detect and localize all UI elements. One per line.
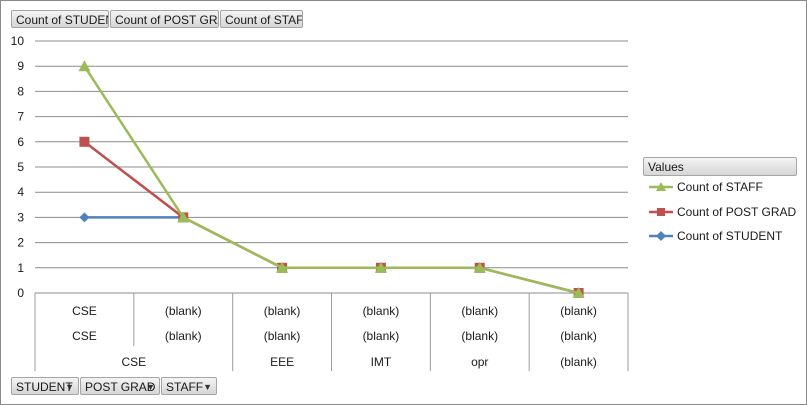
- x-group-label-staff: CSE: [121, 355, 146, 369]
- x-category-label-post-grad: (blank): [165, 329, 202, 343]
- y-tick-label: 9: [17, 59, 24, 73]
- field-button-label: Count of STAFF: [225, 13, 303, 27]
- legend-label: Count of STUDENT: [677, 229, 783, 243]
- legend-label: Count of STAFF: [677, 180, 763, 194]
- x-category-label-post-grad: (blank): [560, 329, 597, 343]
- y-tick-label: 4: [17, 185, 24, 199]
- y-tick-label: 5: [17, 160, 24, 174]
- data-point-triangle: [78, 60, 91, 72]
- axis-field-label: STUDENT: [16, 380, 73, 394]
- legend-label: Count of POST GRAD: [677, 205, 797, 219]
- axis-field-button-student[interactable]: STUDENT ▼: [11, 377, 79, 395]
- field-button-count-of-post-grad[interactable]: Count of POST GRAD: [110, 10, 219, 28]
- square-marker-icon: [649, 208, 673, 216]
- x-category-label-student: (blank): [560, 304, 597, 318]
- y-tick-label: 6: [17, 135, 24, 149]
- field-button-label: Count of STUDENT: [16, 13, 108, 27]
- series-count-of-staff: [78, 60, 585, 298]
- field-button-count-of-student[interactable]: Count of STUDENT: [11, 10, 109, 28]
- legend-values-button[interactable]: Values: [643, 157, 797, 176]
- dropdown-arrow-icon[interactable]: ▼: [65, 382, 74, 392]
- axis-field-label: STAFF: [166, 380, 204, 394]
- series-layer: [78, 60, 585, 298]
- data-point-triangle: [572, 287, 585, 298]
- y-tick-label: 7: [17, 110, 24, 124]
- x-axis: CSE CSE (blank) (blank) (blank) (blank) (blank…: [34, 293, 629, 371]
- x-category-label-post-grad: (blank): [264, 329, 301, 343]
- y-tick-label: 10: [11, 34, 25, 48]
- y-tick-label: 1: [17, 261, 24, 275]
- data-point-triangle: [374, 261, 387, 273]
- data-point-square: [79, 136, 90, 147]
- x-category-label-student: (blank): [461, 304, 498, 318]
- x-category-label-post-grad: CSE: [72, 329, 97, 343]
- field-button-label: Count of POST GRAD: [115, 13, 218, 27]
- dropdown-arrow-icon[interactable]: ▼: [146, 382, 155, 392]
- x-category-label-student: (blank): [363, 304, 400, 318]
- dropdown-arrow-icon[interactable]: ▼: [203, 382, 212, 392]
- x-group-label-staff: IMT: [371, 355, 392, 369]
- x-category-label-post-grad: (blank): [461, 329, 498, 343]
- axis-field-label: POST GRAD: [85, 380, 156, 394]
- data-point-triangle: [473, 261, 486, 273]
- y-tick-label: 8: [17, 84, 24, 98]
- data-point-triangle: [276, 261, 289, 273]
- x-group-label-staff: EEE: [270, 355, 294, 369]
- field-button-count-of-staff[interactable]: Count of STAFF: [220, 10, 303, 28]
- x-category-label-student: (blank): [165, 304, 202, 318]
- diamond-marker-icon: [649, 231, 673, 241]
- x-category-label-student: (blank): [264, 304, 301, 318]
- axis-field-button-post-grad[interactable]: POST GRAD ▼: [80, 377, 160, 395]
- x-category-label-student: CSE: [72, 304, 97, 318]
- y-tick-label: 0: [17, 286, 24, 300]
- data-point-triangle: [177, 211, 190, 223]
- data-point-diamond: [79, 212, 90, 223]
- axis-field-button-staff[interactable]: STAFF ▼: [161, 377, 217, 395]
- x-group-label-staff: opr: [471, 355, 488, 369]
- y-tick-label: 2: [17, 236, 24, 250]
- triangle-marker-icon: [649, 182, 673, 191]
- series-count-of-student: [79, 212, 189, 223]
- y-axis: 0 1 2 3 4 5 6 7 8 9 10: [11, 34, 25, 300]
- x-group-label-staff: (blank): [560, 355, 597, 369]
- series-line: [83, 65, 579, 295]
- gridlines: [35, 40, 628, 294]
- x-category-label-post-grad: (blank): [363, 329, 400, 343]
- y-tick-label: 3: [17, 210, 24, 224]
- legend-title: Values: [648, 160, 684, 174]
